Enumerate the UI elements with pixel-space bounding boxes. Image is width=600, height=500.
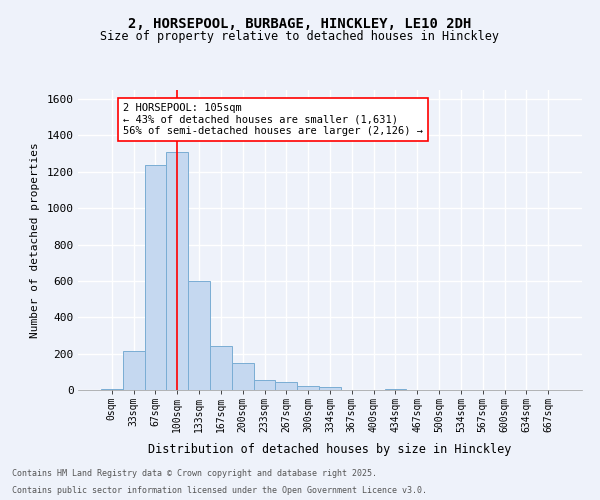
Text: Contains HM Land Registry data © Crown copyright and database right 2025.: Contains HM Land Registry data © Crown c…	[12, 468, 377, 477]
Bar	[297, 386, 319, 390]
Bar	[210, 346, 232, 390]
Text: 2, HORSEPOOL, BURBAGE, HINCKLEY, LE10 2DH: 2, HORSEPOOL, BURBAGE, HINCKLEY, LE10 2D…	[128, 18, 472, 32]
Bar	[145, 164, 166, 390]
Text: 2 HORSEPOOL: 105sqm
← 43% of detached houses are smaller (1,631)
56% of semi-det: 2 HORSEPOOL: 105sqm ← 43% of detached ho…	[123, 102, 423, 136]
Bar	[319, 388, 341, 390]
Bar	[275, 382, 297, 390]
Bar	[166, 152, 188, 390]
Bar	[123, 351, 145, 390]
Bar	[254, 380, 275, 390]
Bar	[232, 362, 254, 390]
Bar	[101, 389, 123, 390]
Y-axis label: Number of detached properties: Number of detached properties	[30, 142, 40, 338]
X-axis label: Distribution of detached houses by size in Hinckley: Distribution of detached houses by size …	[148, 444, 512, 456]
Text: Size of property relative to detached houses in Hinckley: Size of property relative to detached ho…	[101, 30, 499, 43]
Text: Contains public sector information licensed under the Open Government Licence v3: Contains public sector information licen…	[12, 486, 427, 495]
Bar	[188, 281, 210, 390]
